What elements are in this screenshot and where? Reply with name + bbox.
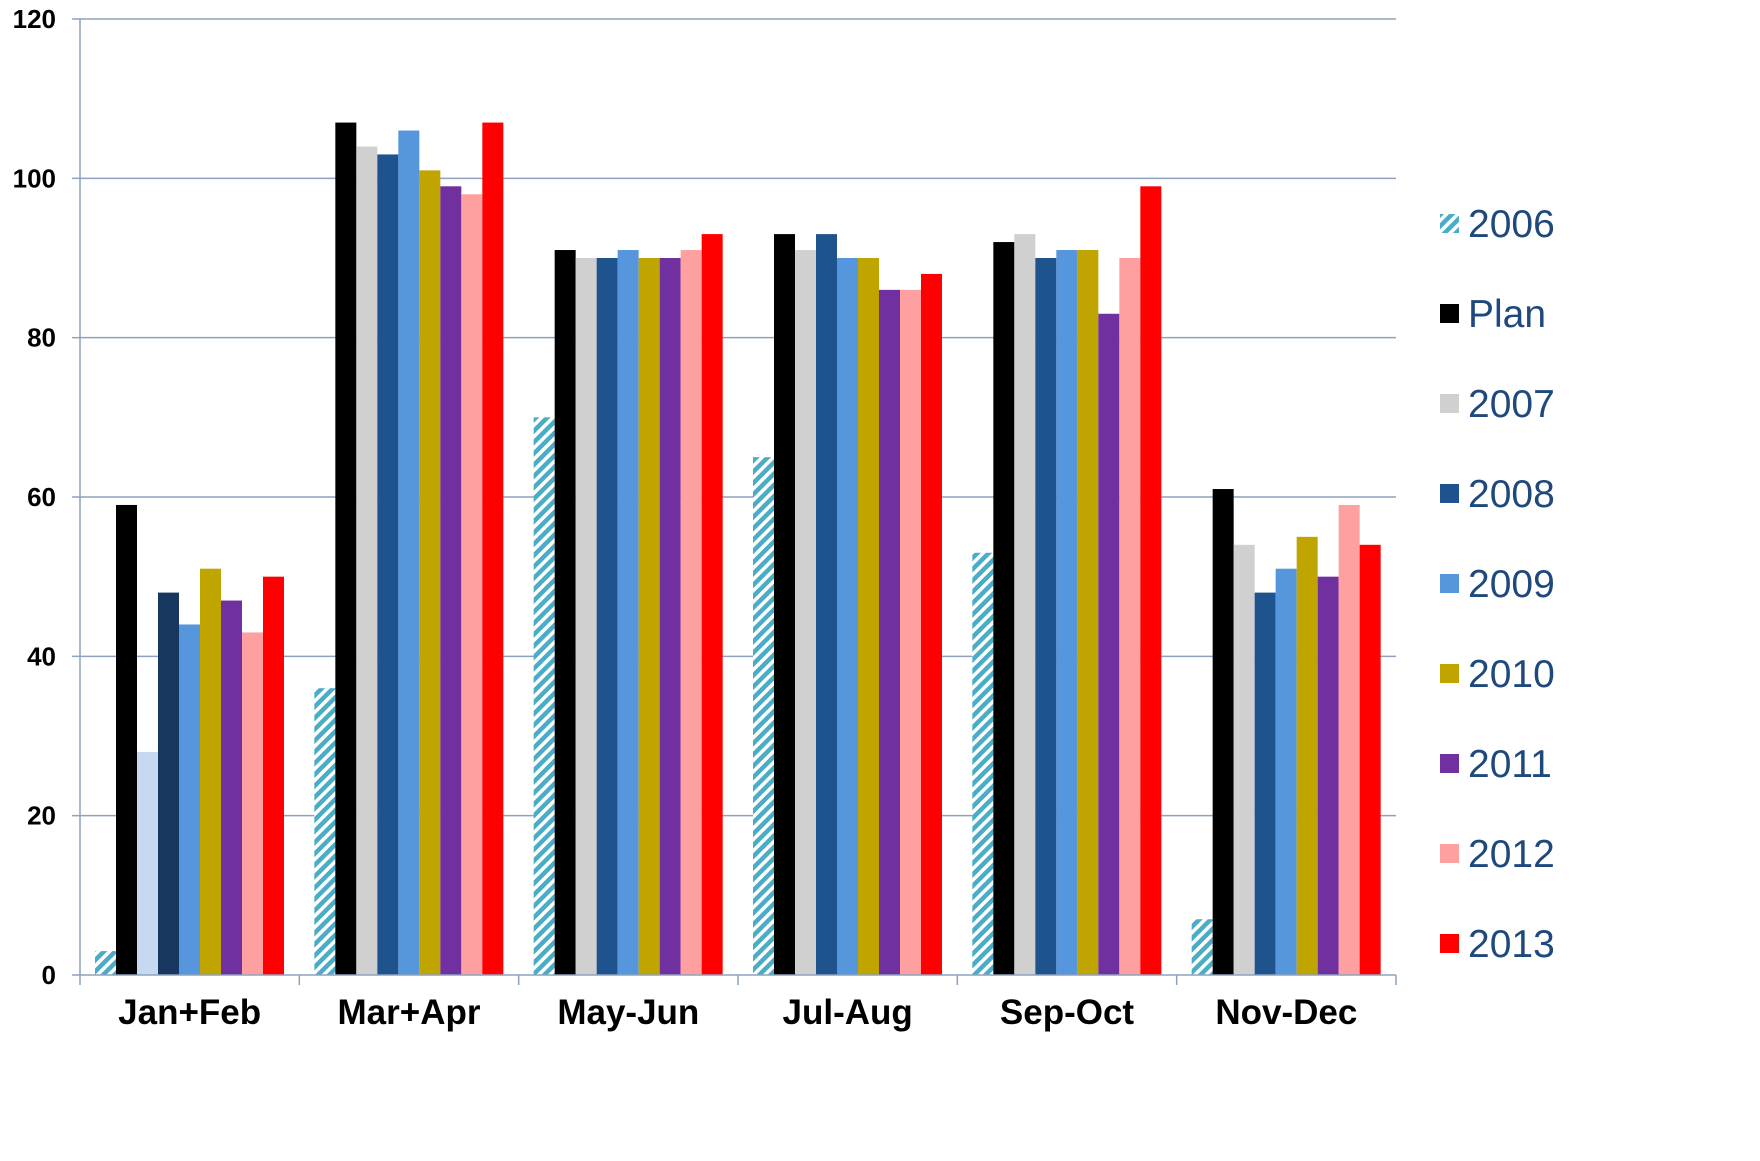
legend-label-2007: 2007 xyxy=(1468,383,1555,426)
legend-swatch-2006 xyxy=(1440,214,1459,233)
bar-2009-jul-aug xyxy=(837,258,858,975)
bar-2013-sep-oct xyxy=(1140,186,1162,976)
legend-swatch-2008 xyxy=(1440,484,1459,503)
bar-2006-jul-aug xyxy=(753,457,774,976)
bar-2006-mar-apr xyxy=(314,688,336,975)
bar-2013-jan-feb xyxy=(263,576,284,975)
y-axis-tick-labels: 0 20 40 60 80 100 120 xyxy=(13,4,56,990)
bar-2009-may-jun xyxy=(617,250,639,976)
bar-2010-nov-dec xyxy=(1296,536,1318,975)
bar-plan-sep-oct xyxy=(993,242,1015,976)
bar-2008-sep-oct xyxy=(1035,258,1057,975)
bar-2008-may-jun xyxy=(596,258,618,975)
legend-label-plan: Plan xyxy=(1468,293,1546,336)
y-tick-label: 40 xyxy=(27,641,56,671)
x-tick-label: Jul-Aug xyxy=(783,993,913,1032)
bar-2010-jul-aug xyxy=(858,258,879,975)
x-tick-label: Nov-Dec xyxy=(1215,993,1357,1032)
bar-2011-may-jun xyxy=(659,258,681,975)
bar-2011-jul-aug xyxy=(879,289,900,975)
bar-2006-may-jun xyxy=(533,417,555,975)
bar-2010-may-jun xyxy=(638,258,660,975)
bar-2008-mar-apr xyxy=(377,154,399,975)
bar-2013-jul-aug xyxy=(921,273,942,975)
legend-swatch-plan xyxy=(1440,304,1459,323)
legend-swatch-2009 xyxy=(1440,574,1459,593)
legend-swatch-2011 xyxy=(1440,754,1459,773)
x-axis-tick-labels: Jan+Feb Mar+Apr May-Jun Jul-Aug Sep-Oct Nov-D… xyxy=(118,993,1357,1032)
legend-swatch-2007 xyxy=(1440,394,1459,413)
bar-2008-jan-feb xyxy=(158,592,179,975)
legend-label-2013: 2013 xyxy=(1468,923,1555,966)
bar-2007-jan-feb xyxy=(137,751,158,975)
bar-2008-nov-dec xyxy=(1254,592,1276,975)
y-tick-label: 100 xyxy=(13,163,56,193)
bar-2013-may-jun xyxy=(701,234,723,976)
x-tick-label: May-Jun xyxy=(557,993,699,1032)
gridlines xyxy=(80,18,1396,817)
x-tick-label: Sep-Oct xyxy=(1000,993,1135,1032)
bar-2006-nov-dec xyxy=(1191,919,1213,975)
legend-label-2011: 2011 xyxy=(1468,743,1552,786)
x-tick-label: Jan+Feb xyxy=(118,993,261,1032)
bar-plan-mar-apr xyxy=(335,122,357,976)
bar-2010-jan-feb xyxy=(200,568,221,975)
bar-2007-sep-oct xyxy=(1014,234,1036,976)
x-tick-label: Mar+Apr xyxy=(338,993,481,1032)
legend-label-2008: 2008 xyxy=(1468,473,1555,516)
bar-2012-jul-aug xyxy=(900,289,921,975)
bar-2012-jan-feb xyxy=(242,632,263,975)
bar-2008-jul-aug xyxy=(816,234,837,976)
bar-plan-jul-aug xyxy=(774,234,795,976)
y-tick-label: 0 xyxy=(42,960,56,990)
bars xyxy=(95,122,1381,976)
bar-2010-sep-oct xyxy=(1077,250,1099,976)
bar-2012-mar-apr xyxy=(461,194,483,975)
bar-2009-sep-oct xyxy=(1056,250,1078,976)
y-tick-label: 80 xyxy=(27,323,56,353)
axes xyxy=(72,18,1397,985)
legend-label-2012: 2012 xyxy=(1468,833,1555,876)
bar-2007-nov-dec xyxy=(1233,544,1255,975)
legend-swatch-2012 xyxy=(1440,844,1459,863)
legend-label-2006: 2006 xyxy=(1468,203,1555,246)
bar-2012-may-jun xyxy=(680,250,702,976)
bar-2010-mar-apr xyxy=(419,170,441,975)
legend-swatch-2013 xyxy=(1440,934,1459,953)
bar-2012-sep-oct xyxy=(1119,258,1141,975)
legend-label-2010: 2010 xyxy=(1468,653,1555,696)
bar-plan-jan-feb xyxy=(116,504,137,975)
bar-2009-mar-apr xyxy=(398,130,420,976)
bar-2009-jan-feb xyxy=(179,624,200,975)
bar-2013-nov-dec xyxy=(1359,544,1381,975)
bar-2011-mar-apr xyxy=(440,186,462,976)
bar-2011-sep-oct xyxy=(1098,313,1120,975)
bar-plan-nov-dec xyxy=(1212,489,1234,975)
bar-2007-jul-aug xyxy=(795,250,816,976)
bar-2012-nov-dec xyxy=(1338,504,1360,975)
bar-2011-nov-dec xyxy=(1317,576,1339,975)
legend-label-2009: 2009 xyxy=(1468,563,1555,606)
bar-2007-mar-apr xyxy=(356,146,378,975)
bar-plan-may-jun xyxy=(554,250,576,976)
bar-2006-sep-oct xyxy=(972,552,994,975)
bar-2011-jan-feb xyxy=(221,600,242,975)
bar-2007-may-jun xyxy=(575,258,597,975)
y-tick-label: 120 xyxy=(13,4,56,34)
y-tick-label: 60 xyxy=(27,482,56,512)
legend: 2006 Plan 2007 2008 2009 2010 2011 2012 2013 xyxy=(1440,203,1555,966)
bar-2006-jan-feb xyxy=(95,951,116,975)
bar-2013-mar-apr xyxy=(482,122,504,976)
bar-2009-nov-dec xyxy=(1275,568,1297,975)
y-tick-label: 20 xyxy=(27,801,56,831)
legend-swatch-2010 xyxy=(1440,664,1459,683)
